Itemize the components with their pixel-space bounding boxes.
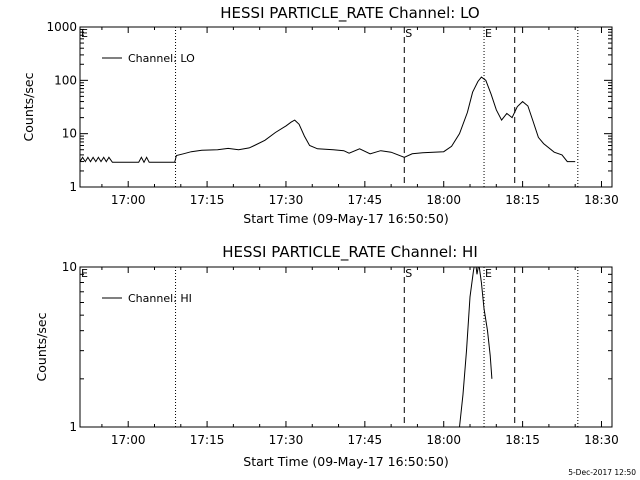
top-series-line: [80, 76, 576, 164]
bottom-y-tick-label: 10: [62, 260, 77, 274]
top-y-tick-label: 1: [69, 180, 77, 194]
top-panel-x-axis-label: Start Time (09-May-17 16:50:50): [243, 211, 448, 226]
bottom-legend-label: Channel: HI: [128, 292, 192, 305]
top-y-tick-label: 1000: [46, 20, 77, 34]
top-x-tick-label: 17:15: [190, 193, 225, 207]
date-stamp: 5-Dec-2017 12:50: [568, 468, 636, 477]
top-x-tick-label: 18:15: [505, 193, 540, 207]
bottom-x-tick-label: 17:15: [190, 433, 225, 447]
top-x-tick-label: 18:30: [584, 193, 619, 207]
bottom-event-marker-label: E: [485, 267, 492, 280]
bottom-event-marker-label: S: [405, 267, 412, 280]
top-panel-y-axis-label: Counts/sec: [21, 72, 36, 141]
bottom-panel-title: HESSI PARTICLE_RATE Channel: HI: [222, 243, 478, 262]
bottom-x-tick-label: 17:45: [348, 433, 383, 447]
top-event-marker-label: S: [405, 27, 412, 40]
bottom-x-tick-label: 17:00: [111, 433, 146, 447]
top-x-tick-label: 18:00: [426, 193, 461, 207]
bottom-x-tick-label: 18:30: [584, 433, 619, 447]
bottom-event-marker-label: E: [81, 267, 88, 280]
top-event-marker-label: E: [81, 27, 88, 40]
bottom-panel-x-axis-label: Start Time (09-May-17 16:50:50): [243, 454, 448, 469]
bottom-plot-frame: [79, 266, 613, 428]
bottom-x-tick-label: 17:30: [269, 433, 304, 447]
top-y-tick-label: 10: [62, 127, 77, 141]
top-plot-frame: [79, 26, 613, 188]
bottom-panel: HESSI PARTICLE_RATE Channel: HI Start Ti…: [34, 243, 619, 469]
bottom-series-line: [459, 267, 493, 427]
top-y-tick-label: 100: [54, 73, 77, 87]
top-panel-title: HESSI PARTICLE_RATE Channel: LO: [220, 4, 479, 23]
bottom-y-tick-label: 1: [69, 420, 77, 434]
top-x-tick-label: 17:00: [111, 193, 146, 207]
bottom-x-tick-label: 18:00: [426, 433, 461, 447]
top-event-marker-label: E: [485, 27, 492, 40]
top-x-tick-label: 17:45: [348, 193, 383, 207]
bottom-x-tick-label: 18:15: [505, 433, 540, 447]
top-legend-label: Channel: LO: [128, 52, 195, 65]
bottom-panel-y-axis-label: Counts/sec: [34, 312, 49, 381]
top-panel: HESSI PARTICLE_RATE Channel: LO Start Ti…: [21, 4, 619, 226]
top-x-tick-label: 17:30: [269, 193, 304, 207]
